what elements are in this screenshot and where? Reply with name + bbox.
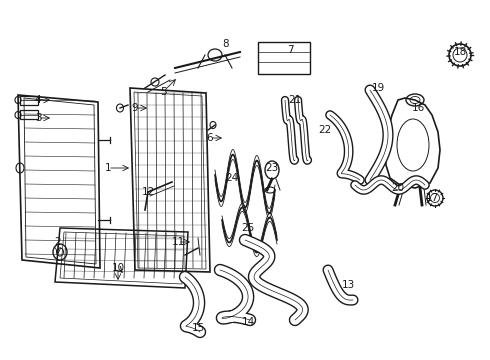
Text: 11: 11 (172, 237, 185, 247)
Text: 9: 9 (132, 103, 138, 113)
Text: 8: 8 (222, 39, 229, 49)
Text: 24: 24 (225, 173, 239, 183)
Bar (20, 96, 38, 105)
Text: 17: 17 (425, 193, 439, 203)
Text: 4: 4 (35, 95, 41, 105)
Text: 15: 15 (192, 323, 205, 333)
Text: 2: 2 (55, 237, 61, 247)
Bar (20, 110, 38, 119)
Text: 13: 13 (342, 280, 355, 290)
Text: 19: 19 (371, 83, 385, 93)
Text: 18: 18 (453, 47, 466, 57)
Text: 20: 20 (392, 183, 405, 193)
Bar (258, 42, 310, 74)
Text: 1: 1 (105, 163, 111, 173)
Text: 3: 3 (35, 113, 41, 123)
Text: 21: 21 (289, 95, 302, 105)
Text: 10: 10 (111, 263, 124, 273)
Text: 5: 5 (160, 87, 166, 97)
Text: 16: 16 (412, 103, 425, 113)
Text: 14: 14 (242, 317, 255, 327)
Text: 7: 7 (287, 45, 294, 55)
Text: 23: 23 (266, 163, 279, 173)
Text: 6: 6 (207, 133, 213, 143)
Text: 12: 12 (142, 187, 155, 197)
Text: 22: 22 (318, 125, 332, 135)
Text: 25: 25 (242, 223, 255, 233)
